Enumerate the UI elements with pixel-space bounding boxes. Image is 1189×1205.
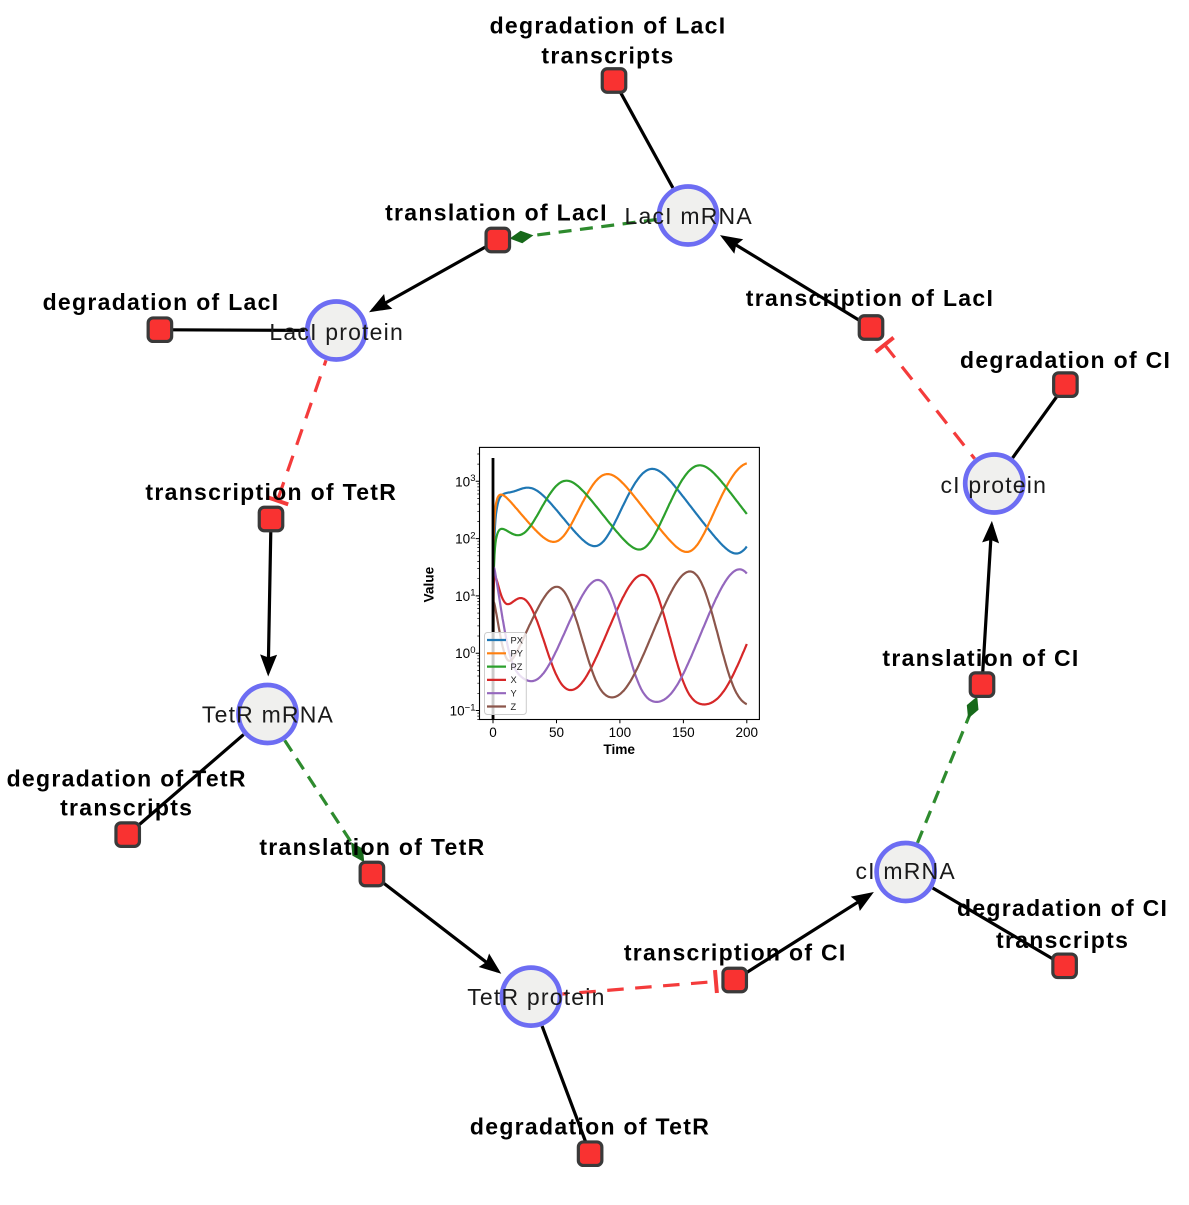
svg-text:degradation of LacI: degradation of LacI [43,289,280,315]
svg-text:transcription of LacI: transcription of LacI [746,285,994,311]
svg-text:translation of LacI: translation of LacI [385,199,608,225]
svg-text:cI mRNA: cI mRNA [855,858,955,884]
svg-text:Z: Z [511,702,517,712]
svg-text:translation of TetR: translation of TetR [259,834,485,860]
svg-text:transcription of TetR: transcription of TetR [145,479,397,505]
svg-text:TetR protein: TetR protein [467,984,605,1010]
svg-text:PZ: PZ [511,662,523,672]
svg-text:Value: Value [422,566,437,602]
svg-text:TetR mRNA: TetR mRNA [202,701,334,727]
svg-text:LacI protein: LacI protein [269,319,404,345]
svg-text:150: 150 [672,725,695,740]
svg-text:transcripts: transcripts [60,795,193,821]
svg-text:Y: Y [511,689,517,699]
svg-text:PY: PY [511,649,523,659]
svg-text:X: X [511,675,517,685]
svg-text:50: 50 [549,725,564,740]
svg-text:degradation of TetR: degradation of TetR [7,765,247,791]
svg-text:LacI mRNA: LacI mRNA [625,203,753,229]
svg-text:PX: PX [511,635,523,645]
svg-text:cI protein: cI protein [940,472,1047,498]
svg-text:100: 100 [609,725,632,740]
svg-text:0: 0 [489,725,497,740]
svg-text:degradation of LacI: degradation of LacI [490,12,727,38]
svg-text:200: 200 [736,725,759,740]
svg-text:transcription of CI: transcription of CI [624,940,847,966]
svg-text:Time: Time [603,742,635,757]
svg-text:degradation of TetR: degradation of TetR [470,1114,710,1140]
svg-text:degradation of CI: degradation of CI [960,347,1171,373]
svg-text:transcripts: transcripts [996,927,1129,953]
svg-text:translation of CI: translation of CI [882,645,1079,671]
svg-text:degradation of CI: degradation of CI [957,895,1168,921]
svg-text:transcripts: transcripts [541,42,674,68]
